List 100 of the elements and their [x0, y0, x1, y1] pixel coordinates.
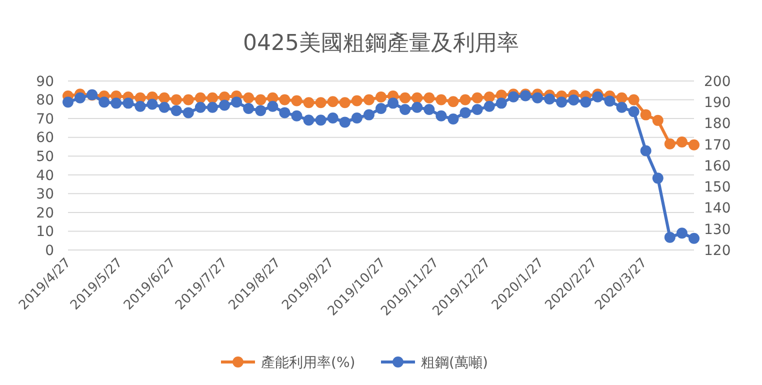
- y2-tick-label: 200: [704, 74, 731, 90]
- point: [255, 105, 266, 116]
- point: [652, 172, 664, 184]
- y2-tick-label: 170: [704, 137, 731, 154]
- point: [388, 98, 399, 109]
- legend-label: 產能利用率(%): [261, 355, 356, 371]
- point: [219, 100, 230, 111]
- y-tick-label: 10: [36, 224, 54, 240]
- point: [460, 107, 471, 118]
- y2-tick-label: 140: [704, 200, 731, 217]
- point: [243, 92, 254, 104]
- point: [303, 114, 314, 126]
- point: [170, 105, 182, 116]
- point: [676, 228, 688, 239]
- point: [74, 92, 86, 104]
- y-tick-label: 0: [45, 242, 54, 259]
- point: [303, 97, 314, 108]
- point: [496, 98, 507, 109]
- point: [424, 92, 435, 104]
- y-tick-label: 50: [36, 149, 54, 166]
- point: [363, 109, 374, 120]
- point: [376, 102, 386, 114]
- point: [146, 98, 158, 110]
- point: [291, 95, 302, 106]
- point: [640, 145, 652, 156]
- point: [363, 94, 374, 106]
- point: [652, 114, 664, 126]
- point: [206, 102, 218, 113]
- point: [460, 94, 471, 106]
- point: [448, 96, 459, 108]
- point: [628, 94, 640, 106]
- y2-tick-label: 130: [704, 222, 731, 238]
- point: [640, 109, 652, 120]
- point: [158, 102, 170, 113]
- point: [339, 116, 350, 128]
- point: [412, 102, 423, 113]
- point: [580, 96, 592, 108]
- point: [339, 97, 350, 108]
- point: [592, 91, 604, 102]
- point: [376, 91, 386, 102]
- point: [484, 100, 495, 112]
- point: [424, 104, 435, 116]
- point: [170, 94, 182, 106]
- point: [472, 104, 483, 116]
- y2-tick-label: 120: [704, 242, 731, 259]
- y-tick-label: 60: [36, 130, 54, 146]
- point: [110, 98, 122, 109]
- point: [315, 114, 326, 126]
- point: [688, 232, 700, 244]
- point: [351, 95, 362, 106]
- point: [327, 112, 338, 124]
- point: [616, 92, 628, 104]
- chart-title: 0425美國粗鋼產量及利用率: [243, 31, 519, 56]
- point: [267, 100, 278, 112]
- y-tick-label: 80: [36, 92, 54, 109]
- point: [231, 96, 242, 108]
- legend-label: 粗鋼(萬噸): [421, 355, 488, 371]
- point: [158, 92, 170, 104]
- point: [448, 114, 459, 125]
- y2-tick-label: 180: [704, 116, 731, 132]
- point: [604, 96, 616, 107]
- point: [327, 96, 338, 108]
- point: [315, 97, 326, 108]
- point: [664, 138, 676, 150]
- y-tick-label: 30: [36, 186, 54, 203]
- y2-tick-label: 150: [704, 180, 731, 196]
- point: [182, 94, 194, 106]
- point: [484, 91, 495, 102]
- y-tick-label: 90: [36, 74, 54, 90]
- y2-tick-label: 190: [704, 95, 731, 112]
- y-tick-label: 70: [36, 111, 54, 128]
- point: [568, 94, 580, 106]
- point: [194, 92, 206, 104]
- point: [688, 139, 700, 150]
- point: [279, 94, 290, 106]
- y-tick-label: 40: [36, 168, 54, 184]
- point: [628, 106, 640, 118]
- point: [122, 98, 134, 109]
- y2-tick-label: 160: [704, 158, 731, 174]
- y-tick-label: 20: [36, 205, 54, 222]
- point: [351, 112, 362, 124]
- point: [400, 104, 411, 116]
- point: [412, 92, 423, 104]
- point: [182, 107, 194, 118]
- point: [436, 110, 447, 122]
- point: [436, 94, 447, 106]
- point: [544, 93, 556, 104]
- point: [508, 91, 519, 102]
- point: [532, 92, 543, 104]
- point: [400, 92, 411, 104]
- point: [206, 92, 218, 104]
- point: [556, 96, 568, 108]
- point: [291, 110, 302, 122]
- point: [664, 232, 676, 243]
- point: [134, 100, 146, 112]
- point: [676, 136, 688, 148]
- point: [62, 96, 74, 108]
- point: [98, 96, 110, 108]
- point: [279, 107, 290, 118]
- point: [472, 92, 483, 104]
